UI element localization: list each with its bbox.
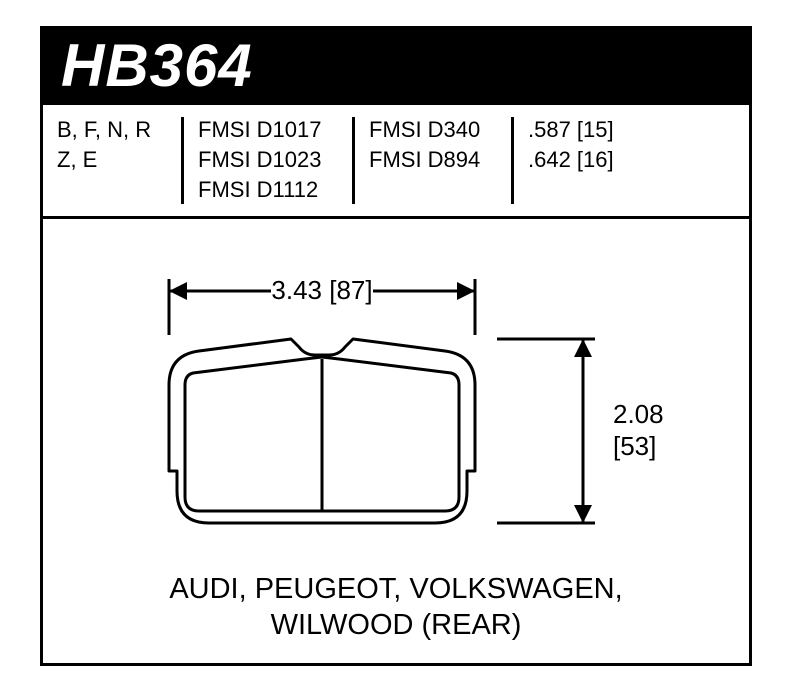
codes-line: Z, E <box>57 147 167 173</box>
fmsi-col-a: FMSI D1017 FMSI D1023 FMSI D1112 <box>184 105 352 216</box>
diagram-area: 3.43 [87] 2.08 [53] <box>43 219 749 663</box>
application-label: AUDI, PEUGEOT, VOLKSWAGEN, WILWOOD (REAR… <box>43 571 749 644</box>
part-number-title: HB364 <box>61 31 253 100</box>
thickness-value: .587 [15] <box>528 117 735 143</box>
fmsi-code: FMSI D340 <box>369 117 497 143</box>
compound-codes: B, F, N, R Z, E <box>43 105 181 216</box>
thickness-col: .587 [15] .642 [16] <box>514 105 749 216</box>
drawing-frame: HB364 B, F, N, R Z, E FMSI D1017 FMSI D1… <box>40 26 752 666</box>
codes-line: B, F, N, R <box>57 117 167 143</box>
spec-band: B, F, N, R Z, E FMSI D1017 FMSI D1023 FM… <box>43 105 749 219</box>
fmsi-col-b: FMSI D340 FMSI D894 <box>355 105 511 216</box>
height-dimension-text-b: [53] <box>613 431 656 461</box>
fmsi-code: FMSI D1112 <box>198 177 338 203</box>
fmsi-code: FMSI D1017 <box>198 117 338 143</box>
application-line: AUDI, PEUGEOT, VOLKSWAGEN, <box>43 571 749 607</box>
width-dimension-text: 3.43 [87] <box>271 275 372 305</box>
fmsi-code: FMSI D1023 <box>198 147 338 173</box>
header-bar: HB364 <box>43 29 749 105</box>
height-dimension-text-a: 2.08 <box>613 399 664 429</box>
thickness-value: .642 [16] <box>528 147 735 173</box>
application-line: WILWOOD (REAR) <box>43 607 749 643</box>
fmsi-code: FMSI D894 <box>369 147 497 173</box>
